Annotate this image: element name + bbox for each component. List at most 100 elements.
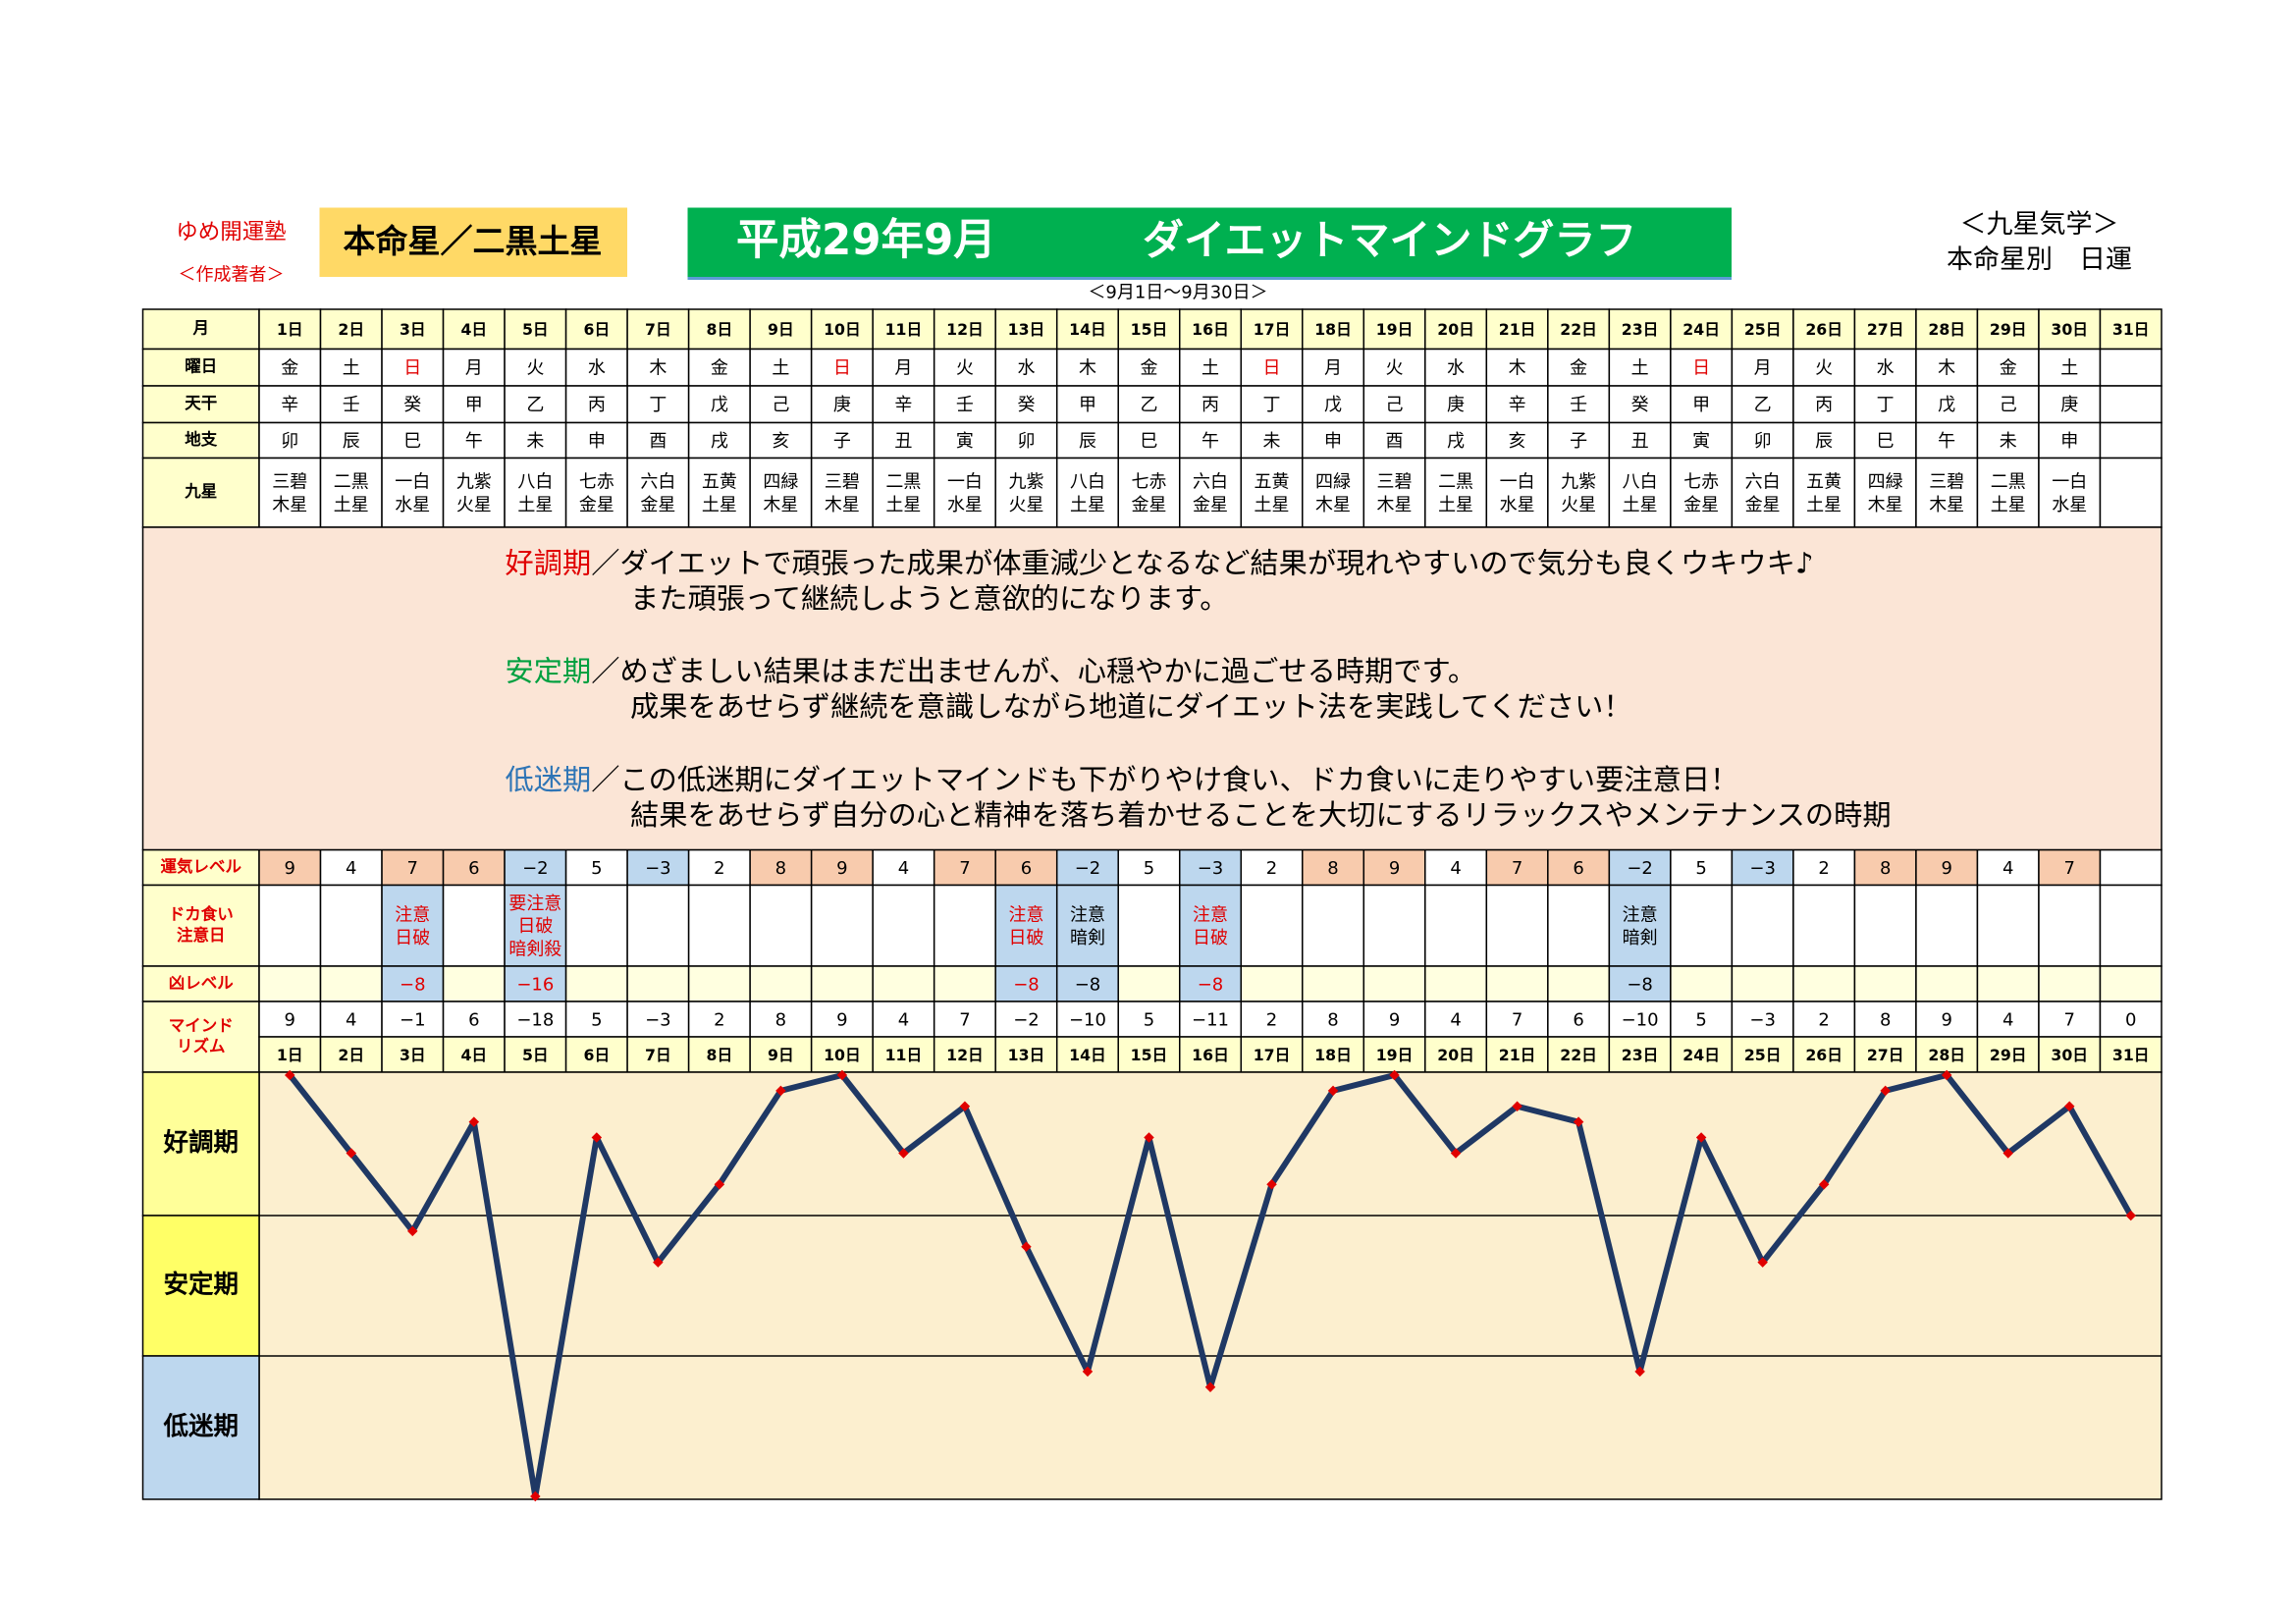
cell [1178, 457, 1243, 528]
cell [1731, 421, 1794, 460]
cell [258, 965, 322, 1002]
cell [1547, 457, 1611, 528]
cell [810, 348, 874, 387]
cell-text: 庚 [1447, 395, 1465, 415]
cell-text: −10 [1069, 1009, 1106, 1030]
cell-text: 水 [1017, 358, 1035, 379]
cell [319, 308, 383, 351]
note-text: ／ダイエットで頑張った成果が体重減少となるなど結果が現れやすいので気分も良くウキ… [591, 546, 1813, 579]
cell-text: 三碧 [272, 472, 307, 493]
cell [1670, 385, 1734, 424]
cell-text: 10日 [824, 320, 861, 339]
cell-text: 亥 [772, 431, 789, 452]
cell [1547, 308, 1611, 351]
cell [1302, 308, 1365, 351]
note-line: また頑張って継続しようと意欲的になります。 [630, 581, 1229, 615]
cell-text: 癸 [1017, 395, 1035, 415]
cell [1853, 884, 1917, 967]
cell [564, 965, 628, 1002]
cell-text: 9 [285, 1009, 295, 1030]
cell [933, 884, 996, 967]
cell [1670, 884, 1734, 967]
cell [1608, 848, 1672, 887]
cell-text: 火 [1386, 358, 1404, 379]
cell-text: 七赤 [1131, 472, 1166, 493]
cell [687, 1036, 751, 1073]
cell-text: 8 [1880, 858, 1891, 879]
cell-text: 30日 [2051, 320, 2088, 339]
cell-text: 八白 [517, 472, 553, 493]
cell-text: 4 [2002, 1009, 2013, 1030]
cell [1117, 884, 1181, 967]
cell [1915, 884, 1979, 967]
note-line: 成果をあせらず継続を意識しながら地道にダイエット法を実践してください！ [630, 689, 1632, 723]
cell-text: 5 [1144, 858, 1154, 879]
cell-text: 2 [714, 858, 724, 879]
row-label-cell [141, 457, 260, 528]
cell [749, 848, 813, 887]
cell-text: 丙 [1201, 395, 1219, 415]
school: ゆめ開運塾 [176, 219, 286, 244]
cell [2099, 848, 2163, 887]
cell-text: −2 [522, 858, 549, 879]
cell-text: 水 [1877, 358, 1895, 379]
cell [381, 348, 445, 387]
cell-text: 巳 [403, 431, 421, 452]
cell [687, 884, 751, 967]
cell-text: 日破 [395, 928, 430, 948]
x-tick-label: 2日 [338, 1046, 364, 1064]
cell [442, 308, 506, 351]
cell-text: 8 [775, 1009, 786, 1030]
cell-text: 6日 [583, 320, 610, 339]
cell-text: 注意 [1070, 905, 1105, 926]
cell-text: 2 [1266, 858, 1277, 879]
cell [1608, 348, 1672, 387]
cell-text: 土星 [517, 495, 553, 515]
cell-text: 丁 [649, 395, 667, 415]
cell-text: −16 [516, 974, 554, 995]
cell-text: 三碧 [825, 472, 860, 493]
cell [1485, 965, 1549, 1002]
x-tick-label: 21日 [1499, 1046, 1536, 1064]
cell [2038, 457, 2102, 528]
cell [1731, 457, 1794, 528]
cell-text: 九紫 [456, 472, 492, 493]
cell-text: 日破 [517, 916, 553, 937]
cell [1362, 385, 1426, 424]
cell-text: 土星 [885, 495, 921, 515]
cell [1608, 965, 1672, 1002]
marker [1389, 1069, 1400, 1081]
cell-text: 癸 [403, 395, 421, 415]
cell [258, 884, 322, 967]
cell [1792, 1036, 1856, 1073]
cell [1731, 965, 1794, 1002]
cell-text: 4 [2002, 858, 2013, 879]
cell-text: 5 [1144, 1009, 1154, 1030]
cell-text: 辰 [343, 431, 360, 452]
cell-text: 三碧 [1377, 472, 1413, 493]
cell [1915, 457, 1979, 528]
cell-text: 15日 [1131, 320, 1168, 339]
band-label-cell [141, 1215, 260, 1357]
cell-text: 22日 [1560, 320, 1597, 339]
marker [1144, 1132, 1154, 1143]
cell-text: −8 [1627, 974, 1653, 995]
honmei: 本命星／二黒土星 [344, 222, 603, 260]
cell-text: 木 [649, 358, 667, 379]
cell [810, 884, 874, 967]
cell [564, 1001, 628, 1038]
cell [2099, 457, 2163, 528]
marker [591, 1132, 603, 1143]
cell-text: 辛 [281, 395, 298, 415]
cell [1485, 457, 1549, 528]
cell [1608, 421, 1672, 460]
cell-text: 水星 [395, 495, 430, 515]
cell-text: 酉 [1386, 431, 1404, 452]
x-tick-label: 9日 [768, 1046, 794, 1064]
cell-text: 27日 [1867, 320, 1904, 339]
x-tick-label: 14日 [1069, 1046, 1106, 1064]
cell-text: 9 [1389, 858, 1400, 879]
x-tick-label: 20日 [1437, 1046, 1474, 1064]
cell [810, 308, 874, 351]
x-tick-label: 31日 [2112, 1046, 2150, 1064]
